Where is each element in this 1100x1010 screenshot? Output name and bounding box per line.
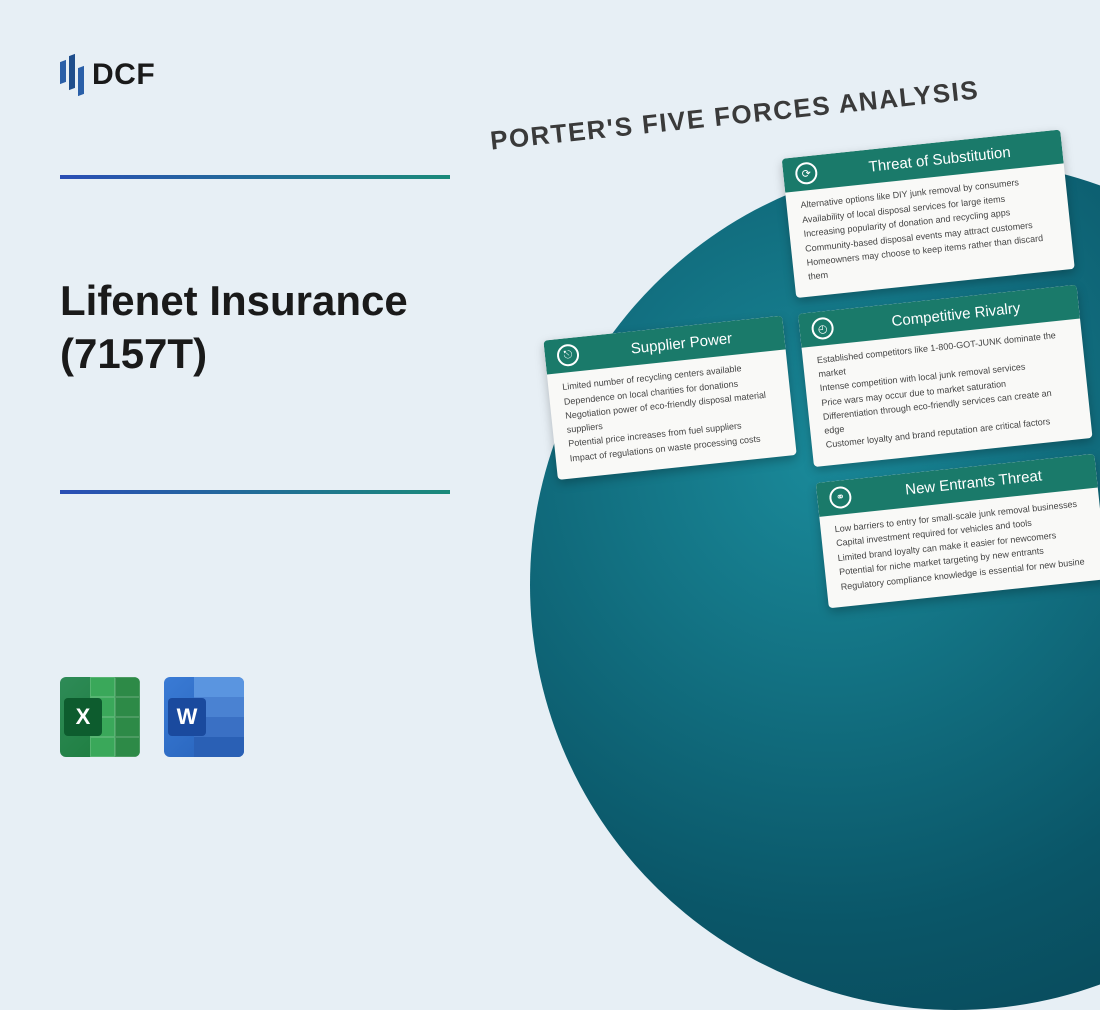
word-letter: W <box>168 698 206 736</box>
logo-text: DCF <box>92 58 155 92</box>
page-title: Lifenet Insurance (7157T) <box>60 275 500 380</box>
card-supplier: ⎋ Supplier Power Limited number of recyc… <box>543 316 796 480</box>
card-substitution: ⟳ Threat of Substitution Alternative opt… <box>782 130 1075 299</box>
card-entrants: ⚭ New Entrants Threat Low barriers to en… <box>816 453 1100 608</box>
logo-bars-icon <box>60 55 84 95</box>
excel-file-icon[interactable]: X <box>60 677 140 757</box>
cards-container: ⟳ Threat of Substitution Alternative opt… <box>527 127 1100 651</box>
clock-icon: ◴ <box>811 316 835 340</box>
file-icons-row: X W <box>60 677 244 757</box>
analysis-heading: PORTER'S FIVE FORCES ANALYSIS <box>488 74 980 156</box>
link-icon: ⎋ <box>556 343 580 367</box>
people-icon: ⚭ <box>828 485 852 509</box>
word-file-icon[interactable]: W <box>164 677 244 757</box>
card-rivalry: ◴ Competitive Rivalry Established compet… <box>798 285 1093 467</box>
page-root: DCF Lifenet Insurance (7157T) X W PORTER… <box>0 0 1100 817</box>
divider-bottom <box>60 490 450 494</box>
divider-top <box>60 175 450 179</box>
dcf-logo: DCF <box>60 55 155 95</box>
excel-letter: X <box>64 698 102 736</box>
recycle-icon: ⟳ <box>794 161 818 185</box>
